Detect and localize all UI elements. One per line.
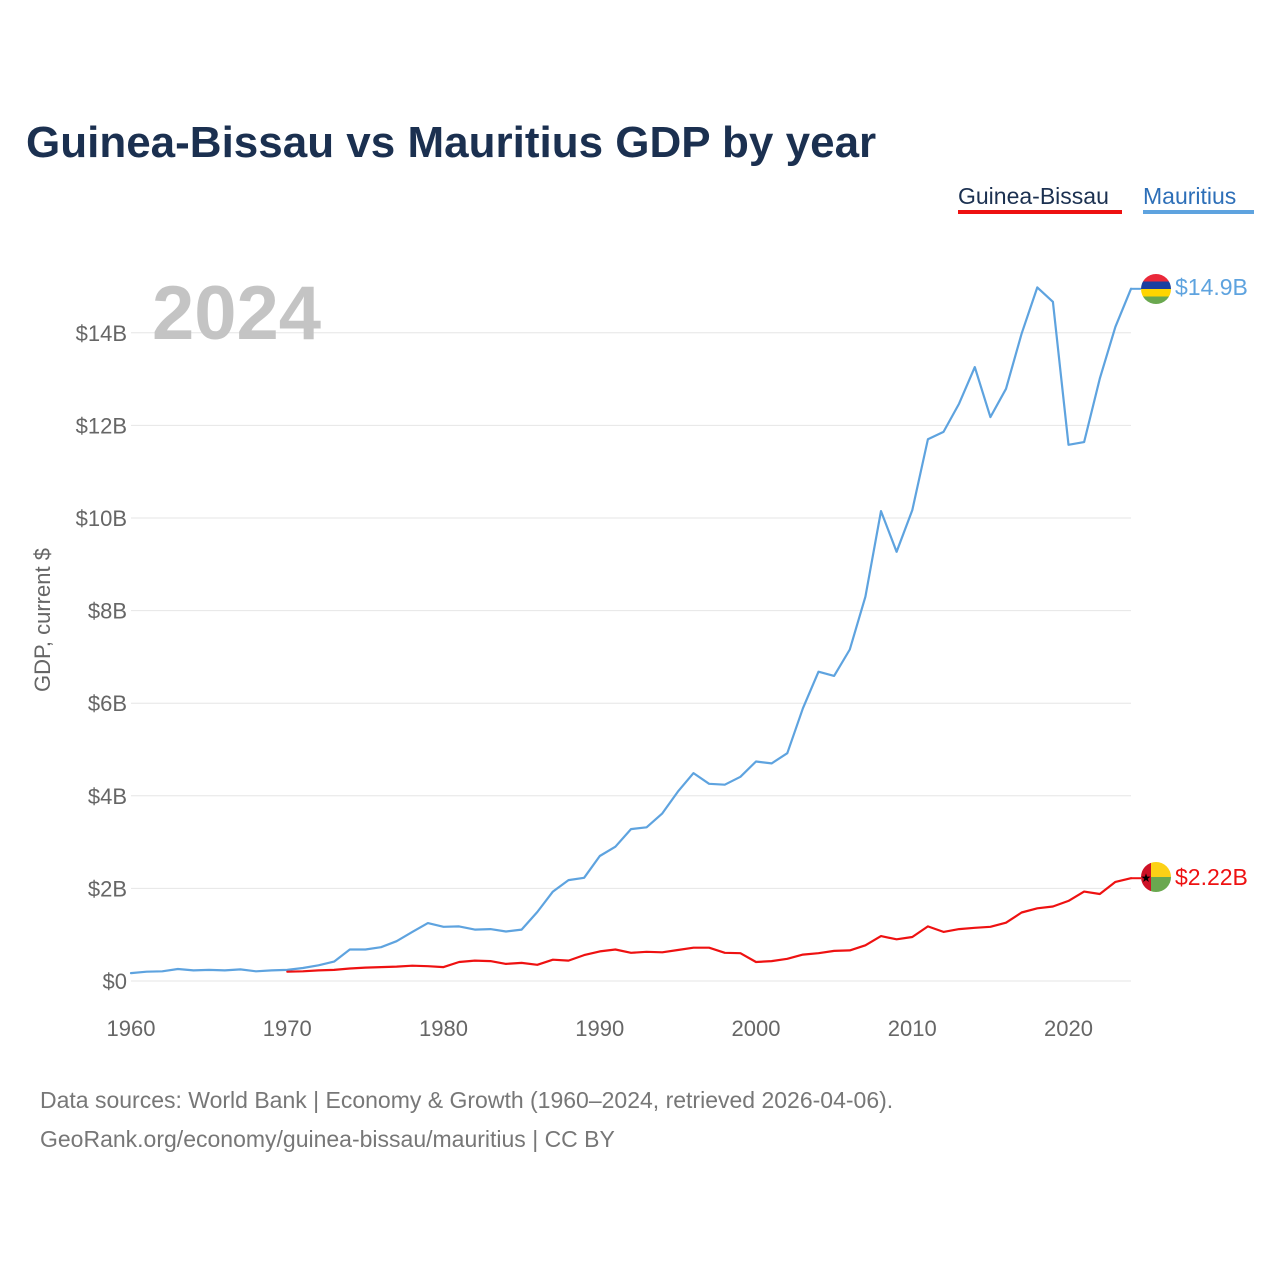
series-layer xyxy=(129,286,1141,975)
end-label-mauritius: $14.9B xyxy=(1175,274,1248,300)
y-tick-label: $14B xyxy=(76,321,127,346)
legend-item-mauritius[interactable]: Mauritius xyxy=(1143,183,1254,214)
series-line-mauritius[interactable] xyxy=(129,286,1133,975)
end-label-guinea-bissau: $2.22B xyxy=(1175,864,1248,890)
y-tick-label: $8B xyxy=(88,599,127,624)
legend-label-guinea-bissau: Guinea-Bissau xyxy=(958,183,1109,209)
legend-item-guinea-bissau[interactable]: Guinea-Bissau xyxy=(958,183,1122,214)
x-tick-label: 1980 xyxy=(419,1016,468,1041)
flag-mauritius-icon xyxy=(1141,274,1171,304)
legend: Guinea-Bissau Mauritius xyxy=(958,183,1254,214)
y-tick-label: $0 xyxy=(103,969,127,994)
y-tick-label: $2B xyxy=(88,876,127,901)
x-tick-label: 1970 xyxy=(263,1016,312,1041)
x-tick-label: 2010 xyxy=(888,1016,937,1041)
y-tick-label: $6B xyxy=(88,691,127,716)
current-year-label: 2024 xyxy=(152,271,321,356)
x-tick-label: 2000 xyxy=(732,1016,781,1041)
footer-link[interactable]: GeoRank.org/economy/guinea-bissau/maurit… xyxy=(40,1126,615,1152)
footer-sources: Data sources: World Bank | Economy & Gro… xyxy=(40,1087,893,1113)
y-tick-label: $10B xyxy=(76,506,127,531)
x-tick-label: 1960 xyxy=(107,1016,156,1041)
x-tick-label: 2020 xyxy=(1044,1016,1093,1041)
svg-text:★: ★ xyxy=(1141,871,1152,885)
x-tick-label: 1990 xyxy=(575,1016,624,1041)
x-axis-ticks: 1960 1970 1980 1990 2000 2010 2020 xyxy=(107,1016,1093,1041)
series-line-guinea-bissau[interactable] xyxy=(286,877,1133,973)
y-axis-ticks: $0 $2B $4B $6B $8B $10B $12B $14B xyxy=(76,321,127,994)
y-tick-label: $4B xyxy=(88,784,127,809)
y-axis-label: GDP, current $ xyxy=(30,548,55,692)
flag-guinea-bissau-icon: ★ xyxy=(1141,862,1171,892)
gridlines xyxy=(131,332,1131,982)
chart-title: Guinea-Bissau vs Mauritius GDP by year xyxy=(26,118,876,167)
y-tick-label: $12B xyxy=(76,413,127,438)
legend-label-mauritius: Mauritius xyxy=(1143,183,1236,209)
